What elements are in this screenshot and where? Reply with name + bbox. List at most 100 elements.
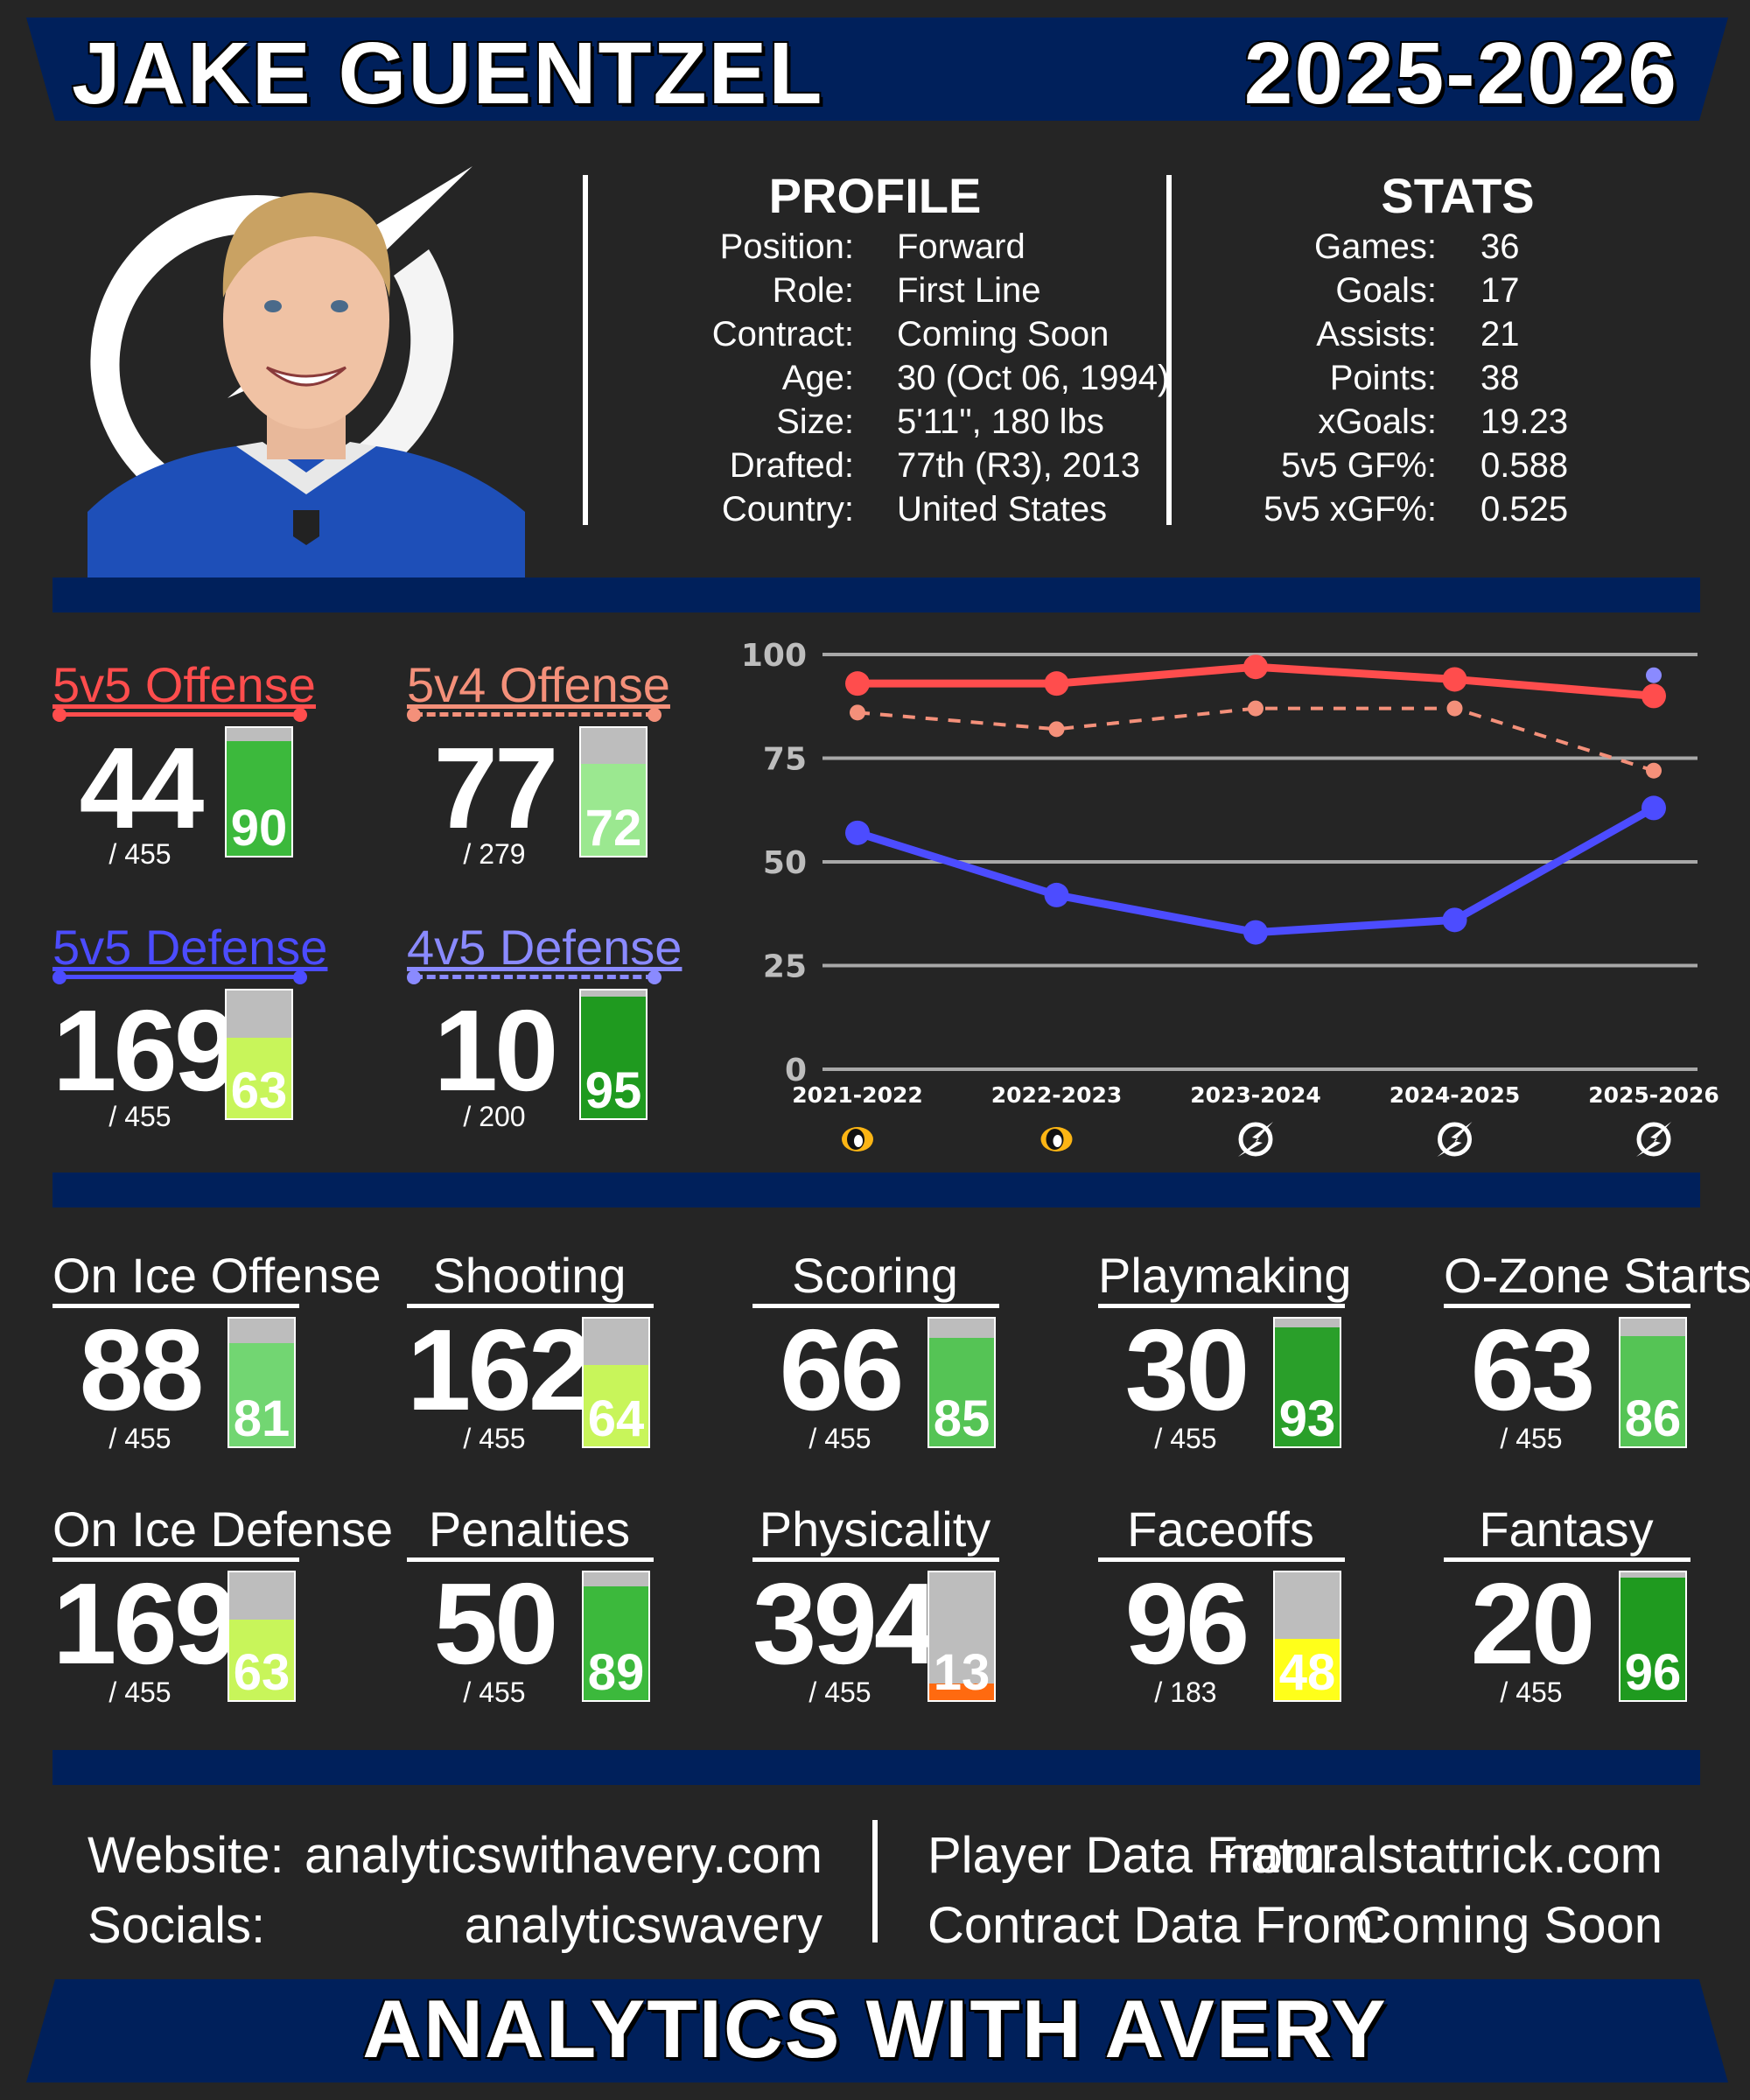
series-point [845,820,870,845]
stats-row-label: Goals: [1335,271,1437,310]
series-point [1442,667,1467,692]
metric-rank: 96 [1124,1559,1250,1688]
metric-percentile-fill [584,1364,648,1446]
rating-percentile-bar: 95 [579,989,648,1120]
player-data-source[interactable]: naturalstattrick.com [1222,1827,1662,1884]
lightning-logo-shape [1438,1122,1472,1157]
metric-percentile-value: 64 [587,1390,645,1447]
rating-percentile-fill [227,1038,291,1118]
metric-rank: 50 [433,1559,559,1688]
metric-percentile-bar: 48 [1273,1571,1341,1702]
penguins-logo-shape [1053,1135,1062,1147]
series-point [1248,700,1264,717]
profile-row-value: Forward [897,228,1026,266]
metric-title: O-Zone Starts [1444,1248,1750,1303]
metric-total: / 183 [1154,1676,1217,1708]
penguins-logo-icon [1040,1127,1073,1152]
rating-legend-dot [407,970,421,984]
series-line [857,706,1655,773]
metric-title: Shooting [432,1248,626,1303]
rating-percentile-bar: 63 [225,989,293,1120]
profile-title: PROFILE [768,168,982,223]
metric-underline [407,1304,654,1308]
stats-row-value: 0.525 [1480,490,1569,528]
metric-percentile-bar: 13 [928,1571,996,1702]
metric-underline [52,1304,299,1308]
profile-row-value: 77th (R3), 2013 [897,446,1140,485]
section-divider [52,578,1700,612]
rating-legend-dot [293,970,307,984]
metric-percentile-fill [1620,1336,1685,1446]
metric-percentile-bar: 63 [228,1571,296,1702]
metric-title: Physicality [759,1502,991,1557]
rating-rank: 169 [52,986,238,1115]
penguins-logo-shape [854,1135,863,1147]
metric-rank: 20 [1470,1559,1596,1688]
series-point [1442,907,1467,933]
metric-underline [752,1304,999,1308]
stats-row-label: Assists: [1316,315,1437,354]
metric-percentile-value: 89 [587,1644,645,1701]
website-link[interactable]: analyticswithavery.com [304,1827,822,1884]
rating-legend-line [60,975,300,979]
y-tick-label: 0 [785,1053,807,1088]
metric-underline [1098,1304,1345,1308]
series-point [1646,762,1662,779]
metric-percentile-bar: 89 [582,1571,650,1702]
lightning-logo-shape [1238,1122,1273,1157]
rating-percentile-bar: 90 [225,726,293,858]
player-data-label: Player Data From: [928,1827,1340,1884]
footer-divider [872,1820,878,1942]
rating-legend-dot [52,708,66,722]
percentile-trend-chart: 0 25 50 75 100 2021-2022 2022-2023 2023-2024 202… [741,638,1719,1157]
lightning-logo-shape [1636,1122,1671,1157]
rating-percentile-fill [227,740,291,856]
socials-handle[interactable]: analyticswavery [464,1897,822,1954]
metric-title: Scoring [792,1248,958,1303]
metric-percentile-fill [929,1337,994,1446]
metric-total: / 455 [808,1423,872,1454]
metric-total: / 455 [1500,1676,1563,1708]
x-tick-label: 2023-2024 [1190,1082,1321,1108]
profile-row-label: Age: [781,359,854,397]
header-banner [26,18,1728,121]
rating-percentile-value: 63 [230,1062,288,1119]
metric-rank: 66 [779,1306,905,1434]
metric-percentile-bar: 81 [228,1317,296,1448]
stats-row-value: 0.588 [1480,446,1569,485]
y-tick-label: 50 [763,845,807,881]
stats-row-label: 5v5 GF%: [1281,446,1437,485]
rating-percentile-bar: 72 [579,726,648,858]
y-tick-label: 75 [763,742,807,778]
metric-total: / 455 [808,1676,872,1708]
series-point [1243,920,1268,945]
lightning-logo-icon [1636,1122,1671,1157]
metric-total: / 455 [108,1423,172,1454]
rating-total: / 455 [108,838,172,870]
penguins-logo-icon [842,1127,873,1152]
socials-label: Socials: [88,1897,266,1954]
metric-percentile-fill [1275,1327,1340,1446]
x-tick-label: 2024-2025 [1390,1082,1521,1108]
metric-percentile-value: 96 [1624,1644,1682,1701]
metric-rank: 169 [52,1559,238,1688]
lightning-logo-shape [1238,1122,1273,1157]
profile-divider-left [583,175,588,525]
metric-percentile-bar: 64 [582,1317,650,1448]
series-point [1646,667,1662,683]
x-tick-label: 2022-2023 [991,1082,1123,1108]
stats-row-label: Points: [1329,359,1437,397]
metric-underline [1444,1558,1690,1562]
y-tick-label: 100 [741,638,807,674]
profile-row-value: First Line [897,271,1041,310]
profile-row-label: Country: [721,490,854,528]
stats-row-value: 19.23 [1480,402,1569,441]
section-divider [52,1172,1700,1208]
metric-percentile-value: 85 [933,1390,990,1447]
footer-banner [26,1979,1728,2082]
stats-row-value: 21 [1480,315,1520,354]
profile-row-label: Drafted: [729,446,854,485]
player-photo [88,144,525,578]
metric-percentile-bar: 93 [1273,1317,1341,1448]
metric-percentile-value: 13 [933,1644,990,1701]
